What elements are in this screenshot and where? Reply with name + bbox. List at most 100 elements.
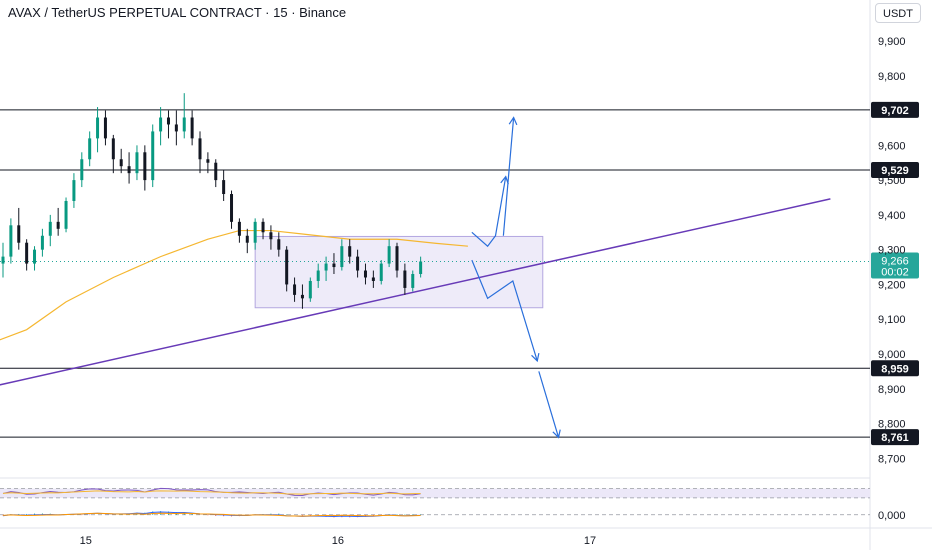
- candle-body: [308, 280, 312, 299]
- candle-body: [419, 261, 423, 275]
- level-label-bg: [871, 162, 919, 179]
- bullish-projection[interactable]: [471, 176, 507, 248]
- candle-body: [198, 138, 202, 160]
- candle-body: [348, 246, 352, 257]
- price-tick-label: 8,700: [878, 453, 906, 465]
- candle-body: [363, 270, 367, 278]
- level-label: 9,529: [881, 165, 909, 177]
- candle-body: [214, 162, 218, 181]
- candle-body: [222, 180, 226, 195]
- bearish-projection[interactable]: [471, 259, 538, 362]
- candle-body: [269, 232, 273, 240]
- indicator-panel: [0, 487, 870, 518]
- price-tick-label: 9,000: [878, 349, 906, 361]
- level-label: 9,702: [881, 105, 909, 117]
- candle-body: [332, 263, 336, 268]
- candle-body: [316, 270, 320, 281]
- projection-arrows[interactable]: [471, 116, 561, 439]
- candle-body: [64, 200, 68, 229]
- candle-body: [387, 246, 391, 264]
- candle-body: [261, 221, 265, 233]
- candle-body: [166, 117, 170, 125]
- horizontal-levels[interactable]: 9,702 9,529 8,959 8,761: [0, 101, 919, 446]
- candle-body: [324, 263, 328, 271]
- candle-body: [237, 221, 241, 236]
- candle-body: [48, 221, 52, 236]
- trendline[interactable]: [0, 198, 831, 391]
- candle-body: [403, 270, 407, 288]
- level-label-bg: [871, 429, 919, 446]
- candle-body: [151, 131, 155, 181]
- rsi-signal-line: [2, 490, 421, 495]
- price-tick-label: 9,200: [878, 279, 906, 291]
- price-tick-label: 9,400: [878, 210, 906, 222]
- time-axis[interactable]: 15 16 17: [80, 535, 597, 547]
- price-tick-label: 8,900: [878, 384, 906, 396]
- price-axis[interactable]: 9,900 9,800 9,600 9,500 9,400 9,300 9,200 9,100…: [878, 36, 906, 522]
- candle-body: [411, 274, 415, 288]
- candle-body: [253, 221, 257, 243]
- candle-body: [245, 235, 249, 243]
- indicator-zero-label: 0,000: [878, 510, 906, 522]
- candle-body: [143, 152, 147, 181]
- price-tick-label: 9,500: [878, 175, 906, 187]
- candle-body: [56, 221, 60, 229]
- level-label: 8,761: [881, 432, 909, 444]
- candle-body: [72, 180, 76, 201]
- candle-body: [33, 249, 37, 264]
- candle-body: [206, 159, 210, 163]
- candle-body: [182, 117, 186, 132]
- candle-body: [395, 246, 399, 271]
- indicator-band: [0, 488, 870, 498]
- current-price-label: 9,266: [881, 255, 909, 267]
- bullish-projection-2[interactable]: [502, 117, 515, 236]
- candle-body: [230, 194, 234, 222]
- price-tick-label: 9,300: [878, 245, 906, 257]
- price-tick-label: 9,900: [878, 36, 906, 48]
- candle-body: [80, 159, 84, 181]
- candle-body: [1, 256, 5, 264]
- candle-body: [159, 117, 163, 132]
- candle-body: [88, 138, 92, 160]
- candle-body: [25, 242, 29, 264]
- bullish-projection-2-head: [508, 116, 518, 126]
- candle-body: [119, 159, 123, 167]
- candle-body: [174, 124, 178, 132]
- price-tick-label: 8,800: [878, 419, 906, 431]
- time-tick-label: 15: [80, 535, 92, 547]
- candle-body: [17, 225, 21, 243]
- candle-body: [127, 166, 131, 174]
- chart-title: AVAX / TetherUS PERPETUAL CONTRACT · 15 …: [8, 5, 347, 20]
- time-tick-label: 16: [332, 535, 344, 547]
- currency-button[interactable]: USDT: [875, 3, 921, 23]
- candle-body: [356, 256, 360, 271]
- price-tick-label: 9,100: [878, 314, 906, 326]
- ascending-trendline[interactable]: [0, 198, 831, 391]
- candle-body: [277, 239, 281, 250]
- candle-body: [135, 152, 139, 174]
- level-label: 8,959: [881, 363, 909, 375]
- candle-body: [103, 117, 107, 139]
- candle-body: [293, 284, 297, 295]
- consolidation-box[interactable]: [254, 235, 544, 309]
- countdown-label: 00:02: [881, 266, 909, 278]
- bearish-projection-2-head: [552, 429, 561, 439]
- bearish-projection-2[interactable]: [538, 371, 560, 438]
- level-label-bg: [871, 101, 919, 118]
- price-tick-label: 9,600: [878, 140, 906, 152]
- candle-body: [111, 138, 115, 160]
- candle-body: [40, 235, 44, 250]
- candle-body: [9, 225, 13, 257]
- bearish-projection-head: [531, 352, 540, 363]
- price-tick-label: 9,800: [878, 71, 906, 83]
- consolidation-rectangle[interactable]: [254, 235, 544, 309]
- candle-body: [285, 249, 289, 285]
- candle-body: [371, 277, 375, 281]
- level-label-bg: [871, 360, 919, 377]
- candle-body: [190, 117, 194, 139]
- macd-signal-line: [2, 512, 421, 517]
- candles: [1, 93, 423, 309]
